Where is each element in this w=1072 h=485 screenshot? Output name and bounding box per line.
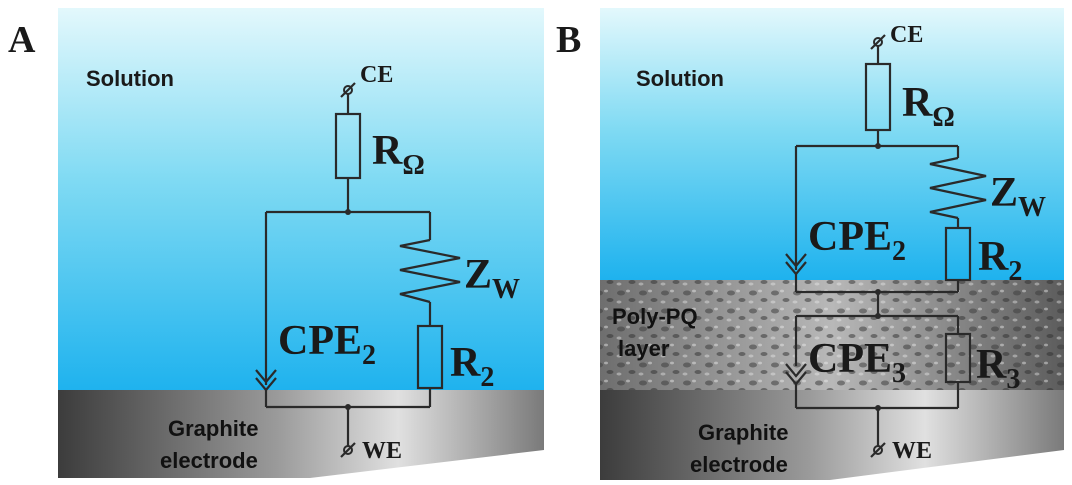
- r-omega-label: RΩ: [372, 128, 425, 181]
- solution-label: Solution: [86, 66, 174, 91]
- warburg-element: [929, 156, 987, 220]
- panel-letter: A: [8, 19, 36, 61]
- zw-label: ZW: [990, 170, 1046, 223]
- layer-label-line2: layer: [618, 336, 670, 361]
- we-terminal: [870, 442, 886, 458]
- electrode-label-line1: Graphite: [698, 420, 788, 445]
- zw-label: ZW: [464, 252, 520, 305]
- panel-letter: B: [556, 19, 581, 61]
- electrode-label-line1: Graphite: [168, 416, 258, 441]
- we-label: WE: [892, 438, 932, 464]
- r2-label: R2: [450, 340, 494, 393]
- r-omega-label: RΩ: [902, 80, 955, 133]
- solution-region: [600, 8, 1064, 280]
- ce-terminal: [340, 82, 356, 114]
- graphite-electrode-region: [600, 390, 1064, 480]
- r3-label: R3: [976, 342, 1020, 395]
- cpe2-label: CPE2: [278, 318, 376, 371]
- poly-pq-texture: [600, 280, 1064, 390]
- warburg-element: [399, 238, 461, 304]
- graphite-electrode-region: [58, 390, 544, 478]
- solution-region: [58, 8, 544, 392]
- cpe3-label: CPE3: [808, 336, 906, 389]
- we-terminal: [340, 442, 356, 458]
- panel-a: A Solution Graphite electrode CE RΩ ZW R…: [8, 8, 544, 478]
- solution-label: Solution: [636, 66, 724, 91]
- r2-label: R2: [978, 234, 1022, 287]
- we-label: WE: [362, 438, 402, 464]
- ce-label: CE: [890, 22, 923, 48]
- ce-label: CE: [360, 62, 393, 88]
- layer-label-line1: Poly-PQ: [612, 304, 698, 329]
- electrode-label-line2: electrode: [160, 448, 258, 473]
- ce-terminal: [870, 34, 886, 64]
- cpe2-label: CPE2: [808, 214, 906, 267]
- panel-b: B Solution Poly-PQ layer Graphite electr…: [556, 8, 1064, 480]
- electrode-label-line2: electrode: [690, 452, 788, 477]
